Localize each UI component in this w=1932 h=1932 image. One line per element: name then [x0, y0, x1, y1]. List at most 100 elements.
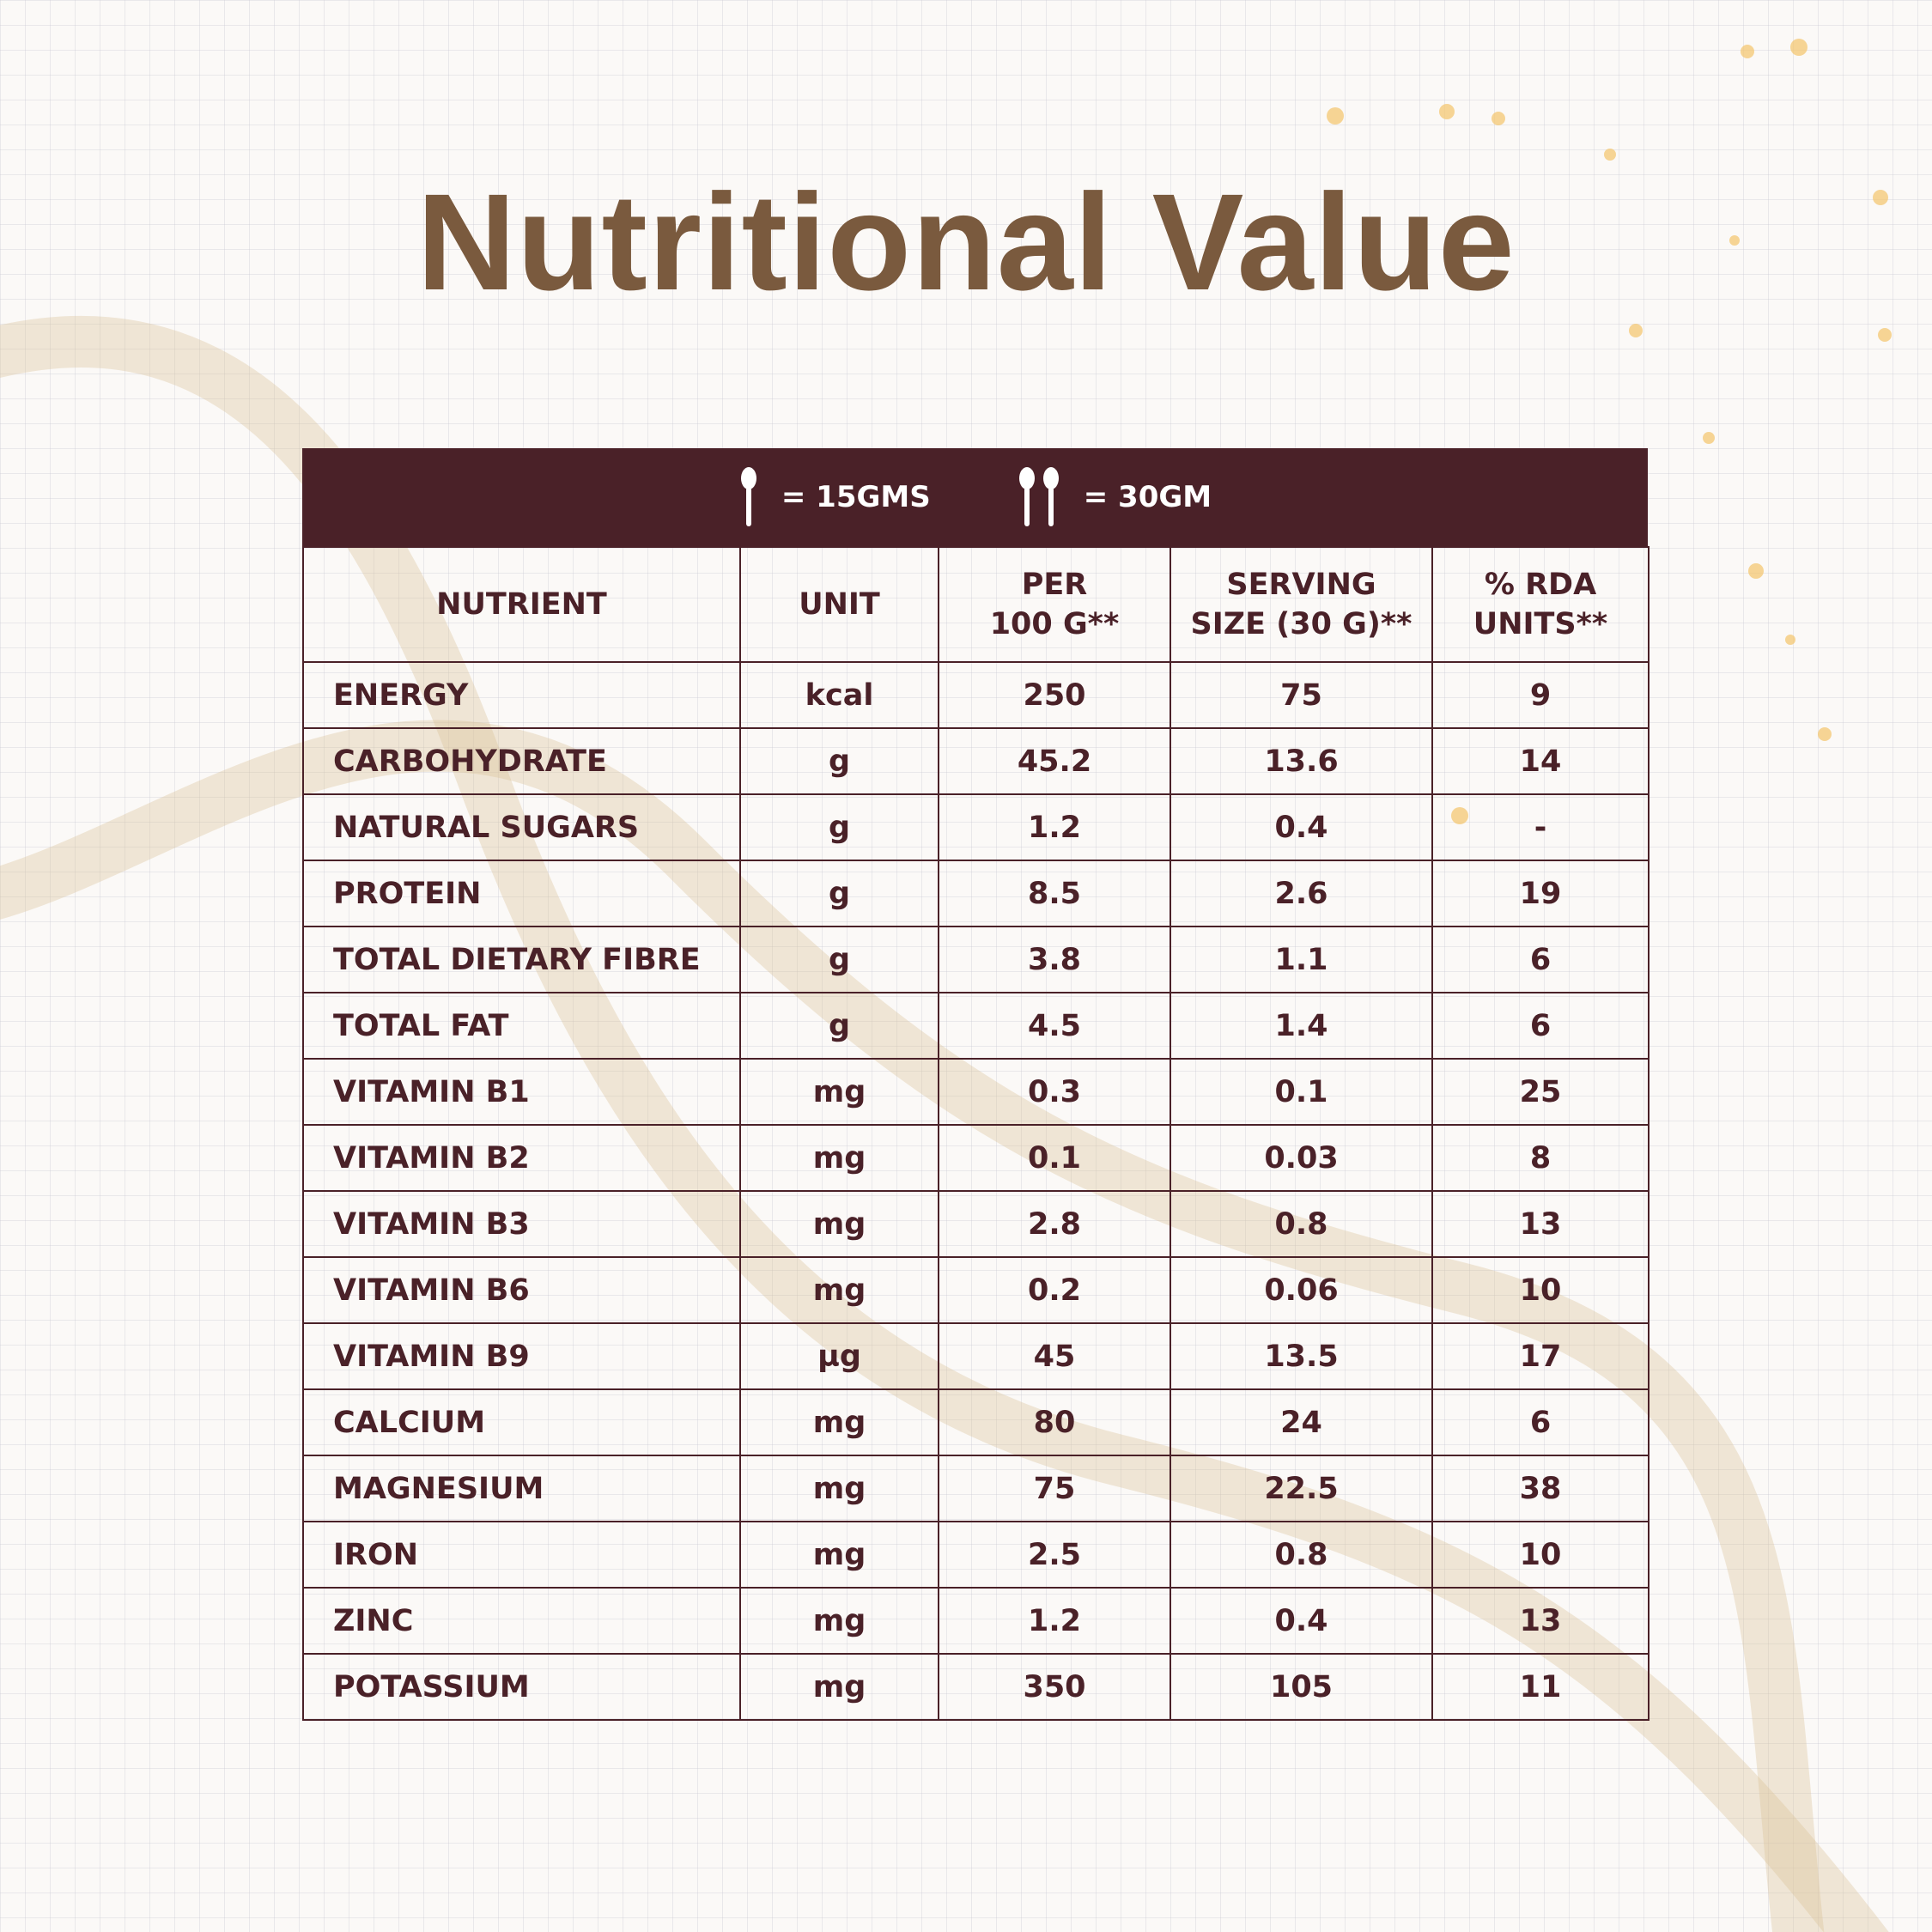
one-scoop: = 15GMS: [738, 466, 931, 528]
value-cell: 8.5: [938, 860, 1171, 927]
column-header-line: NUTRIENT: [436, 587, 607, 622]
column-header-line: SERVING: [1226, 568, 1376, 602]
value-cell: 1.4: [1170, 992, 1433, 1060]
column-header-line: % RDA: [1484, 568, 1597, 602]
unit-cell: g: [739, 860, 939, 927]
value-cell: 1.1: [1170, 926, 1433, 993]
nutrient-name: ENERGY: [302, 661, 741, 729]
value-cell: 14: [1431, 727, 1649, 795]
nutrient-name: IRON: [302, 1521, 741, 1589]
nutrient-name: VITAMIN B1: [302, 1058, 741, 1126]
nutrient-name: VITAMIN B6: [302, 1256, 741, 1324]
value-cell: 75: [1170, 661, 1433, 729]
unit-cell: µg: [739, 1322, 939, 1390]
nutrient-row: NATURAL SUGARS g 1.2 0.4-: [302, 793, 1649, 861]
nutrient-row: PROTEIN g 8.5 2.6 19: [302, 860, 1649, 927]
column-header-line: 100 G**: [989, 607, 1120, 641]
value-cell: 6: [1431, 992, 1649, 1060]
value-cell: 45: [938, 1322, 1171, 1390]
unit-cell: mg: [739, 1124, 939, 1192]
column-header: NUTRIENT: [302, 546, 741, 663]
value-cell: 9: [1431, 661, 1649, 729]
nutrient-row: ENERGY kcal 250 75 9: [302, 661, 1649, 729]
one-scoop-label: = 15GMS: [781, 480, 931, 514]
value-cell: 0.03: [1170, 1124, 1433, 1192]
nutrient-row: VITAMIN B9 µg 45 13.5 17: [302, 1322, 1649, 1390]
value-cell: 0.1: [1170, 1058, 1433, 1126]
serving-bar: = 15GMS = 30GM: [302, 448, 1648, 546]
nutrient-row: IRON mg 2.5 0.8 10: [302, 1521, 1649, 1589]
value-cell: 17: [1431, 1322, 1649, 1390]
column-header-line: PER: [1021, 568, 1088, 602]
table-body: ENERGY kcal 250 75 9 CARBOHYDRATE g 45.2 13.6 14 N…: [302, 661, 1649, 1721]
value-cell: -: [1431, 793, 1649, 861]
nutrient-name: CALCIUM: [302, 1388, 741, 1456]
nutrient-name: VITAMIN B3: [302, 1190, 741, 1258]
value-cell: 1.2: [938, 1587, 1171, 1655]
value-cell: 105: [1170, 1653, 1433, 1721]
value-cell: 38: [1431, 1455, 1649, 1522]
value-cell: 1.2: [938, 793, 1171, 861]
nutrient-row: VITAMIN B6 mg 0.2 0.06 10: [302, 1256, 1649, 1324]
nutrient-name: MAGNESIUM: [302, 1455, 741, 1522]
nutrition-table: NUTRIENT UNIT PER 100 G** SERVING SIZE (30 G)…: [302, 546, 1649, 1721]
spoons-icon: [1018, 467, 1059, 526]
value-cell: 2.5: [938, 1521, 1171, 1589]
value-cell: 6: [1431, 926, 1649, 993]
nutrient-row: POTASSIUM mg 350 105 11: [302, 1653, 1649, 1721]
value-cell: 4.5: [938, 992, 1171, 1060]
value-cell: 11: [1431, 1653, 1649, 1721]
nutrient-name: TOTAL FAT: [302, 992, 741, 1060]
unit-cell: mg: [739, 1388, 939, 1456]
nutrient-row: CARBOHYDRATE g 45.2 13.6 14: [302, 727, 1649, 795]
value-cell: 13: [1431, 1190, 1649, 1258]
column-header-line: SIZE (30 G)**: [1190, 607, 1413, 641]
nutrient-name: TOTAL DIETARY FIBRE: [302, 926, 741, 993]
value-cell: 350: [938, 1653, 1171, 1721]
value-cell: 0.3: [938, 1058, 1171, 1126]
unit-cell: g: [739, 926, 939, 993]
value-cell: 3.8: [938, 926, 1171, 993]
value-cell: 75: [938, 1455, 1171, 1522]
nutrient-name: PROTEIN: [302, 860, 741, 927]
nutrient-name: NATURAL SUGARS: [302, 793, 741, 861]
nutrient-name: ZINC: [302, 1587, 741, 1655]
two-scoops-label: = 30GM: [1083, 480, 1212, 514]
nutrient-row: VITAMIN B2 mg 0.1 0.03 8: [302, 1124, 1649, 1192]
column-header: UNIT: [739, 546, 939, 663]
nutrient-row: ZINC mg 1.2 0.4 13: [302, 1587, 1649, 1655]
value-cell: 0.4: [1170, 793, 1433, 861]
nutrient-name: CARBOHYDRATE: [302, 727, 741, 795]
value-cell: 0.1: [938, 1124, 1171, 1192]
unit-cell: g: [739, 992, 939, 1060]
unit-cell: mg: [739, 1653, 939, 1721]
unit-cell: mg: [739, 1256, 939, 1324]
value-cell: 0.8: [1170, 1190, 1433, 1258]
value-cell: 45.2: [938, 727, 1171, 795]
column-header-line: UNIT: [799, 587, 880, 622]
unit-cell: g: [739, 793, 939, 861]
value-cell: 0.8: [1170, 1521, 1433, 1589]
nutrient-name: POTASSIUM: [302, 1653, 741, 1721]
column-header: PER 100 G**: [938, 546, 1171, 663]
value-cell: 0.4: [1170, 1587, 1433, 1655]
nutrient-row: MAGNESIUM mg 75 22.5 38: [302, 1455, 1649, 1522]
unit-cell: mg: [739, 1190, 939, 1258]
nutrition-panel: = 15GMS = 30GM NUTRIENT UNIT PER 100 G** SER…: [302, 448, 1649, 1721]
spoon-icon: [740, 467, 756, 526]
nutrient-row: VITAMIN B1 mg 0.3 0.1 25: [302, 1058, 1649, 1126]
value-cell: 0.06: [1170, 1256, 1433, 1324]
unit-cell: mg: [739, 1058, 939, 1126]
value-cell: 19: [1431, 860, 1649, 927]
value-cell: 0.2: [938, 1256, 1171, 1324]
header-row: NUTRIENT UNIT PER 100 G** SERVING SIZE (30 G)…: [302, 546, 1649, 663]
nutrient-name: VITAMIN B2: [302, 1124, 741, 1192]
column-header: % RDA UNITS**: [1431, 546, 1649, 663]
unit-cell: g: [739, 727, 939, 795]
value-cell: 80: [938, 1388, 1171, 1456]
unit-cell: mg: [739, 1455, 939, 1522]
column-header-line: UNITS**: [1473, 607, 1608, 641]
unit-cell: kcal: [739, 661, 939, 729]
value-cell: 250: [938, 661, 1171, 729]
